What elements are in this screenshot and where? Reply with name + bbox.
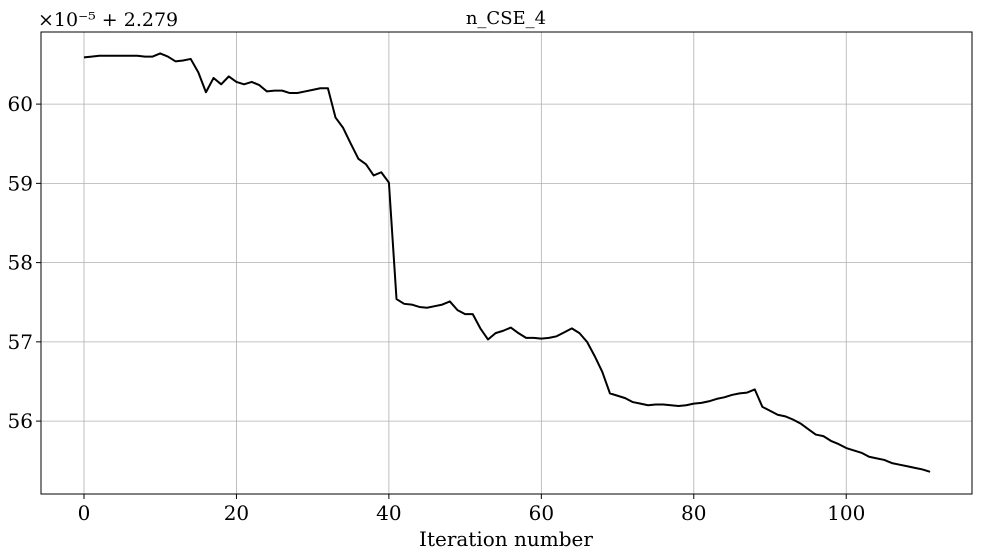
y-tick-label: 56 [8,409,33,433]
y-tick-label: 59 [8,171,33,195]
x-tick-label: 60 [529,501,554,525]
y-tick-label: 57 [8,330,33,354]
x-tick-label: 80 [681,501,706,525]
y-tick-label: 60 [8,92,33,116]
y-tick-label: 58 [8,251,33,275]
x-axis-label: Iteration number [419,527,593,551]
x-tick-label: 40 [376,501,401,525]
x-tick-label: 20 [224,501,249,525]
chart-title: n_CSE_4 [466,8,546,29]
plot-frame [40,31,973,495]
x-tick-label: 100 [827,501,865,525]
x-tick-label: 0 [78,501,91,525]
offset-label: ×10⁻⁵ + 2.279 [38,9,178,31]
data-line [83,52,931,473]
